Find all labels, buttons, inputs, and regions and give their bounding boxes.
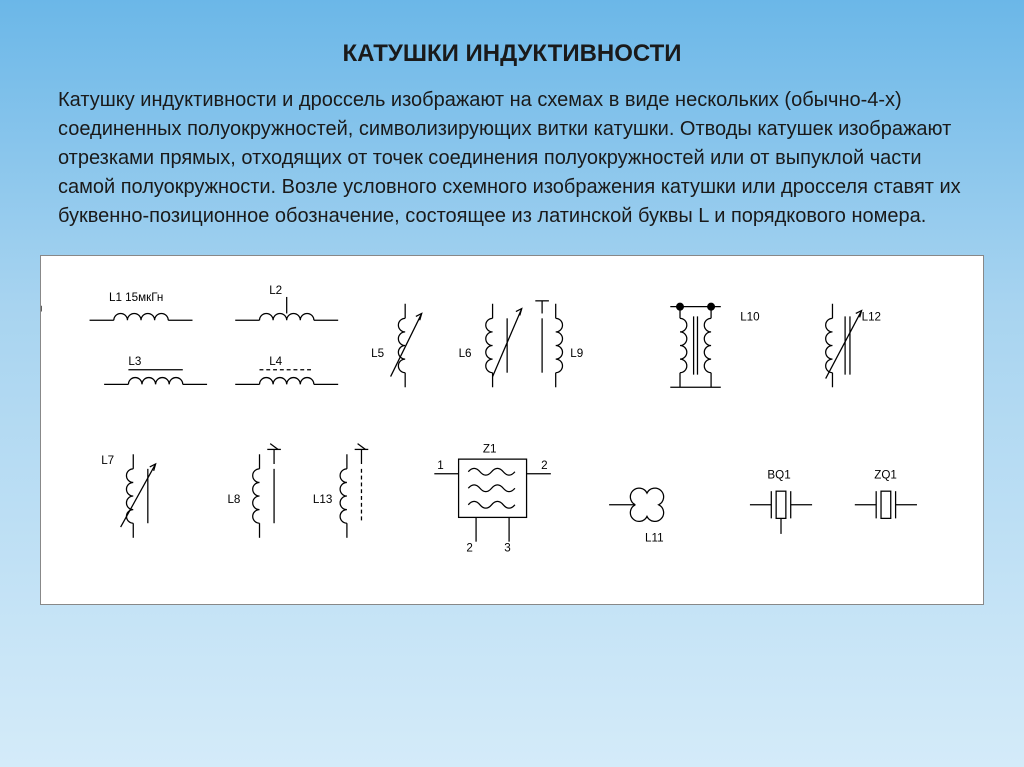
symbol-L12: L12 <box>826 304 881 388</box>
svg-text:L9: L9 <box>570 347 583 360</box>
svg-text:L2: L2 <box>269 284 282 297</box>
symbol-L10: L10 <box>670 303 760 387</box>
svg-text:L3: L3 <box>128 355 141 368</box>
page-title: КАТУШКИ ИНДУКТИВНОСТИ <box>30 40 994 68</box>
svg-text:3: 3 <box>504 541 510 554</box>
symbol-L2: L2 <box>235 284 338 320</box>
svg-text:BQ1: BQ1 <box>767 469 790 482</box>
svg-text:L12: L12 <box>862 310 881 323</box>
symbol-ZQ1: ZQ1 <box>855 469 917 519</box>
symbol-L1: L1 15мкГн <box>90 291 193 320</box>
symbol-L11: L11 <box>609 488 664 545</box>
inductor-symbols-diagram: L1 15мкГн L2 L3 L4 L5 L6 <box>40 255 984 605</box>
svg-text:2: 2 <box>466 541 472 554</box>
svg-text:2: 2 <box>541 459 547 472</box>
svg-text:L1 15мкГн: L1 15мкГн <box>109 291 163 304</box>
symbol-L9: L9 <box>535 301 583 387</box>
symbol-L6: L6 <box>41 304 522 388</box>
svg-text:L7: L7 <box>101 454 114 467</box>
svg-text:L4: L4 <box>269 355 282 368</box>
svg-text:L8: L8 <box>227 493 240 506</box>
symbol-L5: L5 <box>371 304 421 388</box>
symbol-L8: L8 <box>227 444 280 538</box>
svg-text:Z1: Z1 <box>483 442 497 455</box>
symbol-L3: L3 <box>104 355 207 384</box>
symbol-L7: L7 <box>101 454 155 538</box>
symbol-L13: L13 <box>313 444 368 538</box>
symbol-L4: L4 <box>235 355 338 384</box>
svg-text:L5: L5 <box>371 347 384 360</box>
description-text: Катушку индуктивности и дроссель изображ… <box>30 86 994 231</box>
svg-text:L13: L13 <box>313 493 332 506</box>
svg-text:L11: L11 <box>645 532 664 545</box>
symbol-BQ1: BQ1 <box>750 469 812 534</box>
svg-text:1: 1 <box>437 459 443 472</box>
svg-text:ZQ1: ZQ1 <box>874 469 897 482</box>
symbol-Z1: Z1 1 2 2 3 <box>434 442 551 554</box>
svg-text:L6: L6 <box>459 347 472 360</box>
svg-text:L10: L10 <box>740 310 760 323</box>
